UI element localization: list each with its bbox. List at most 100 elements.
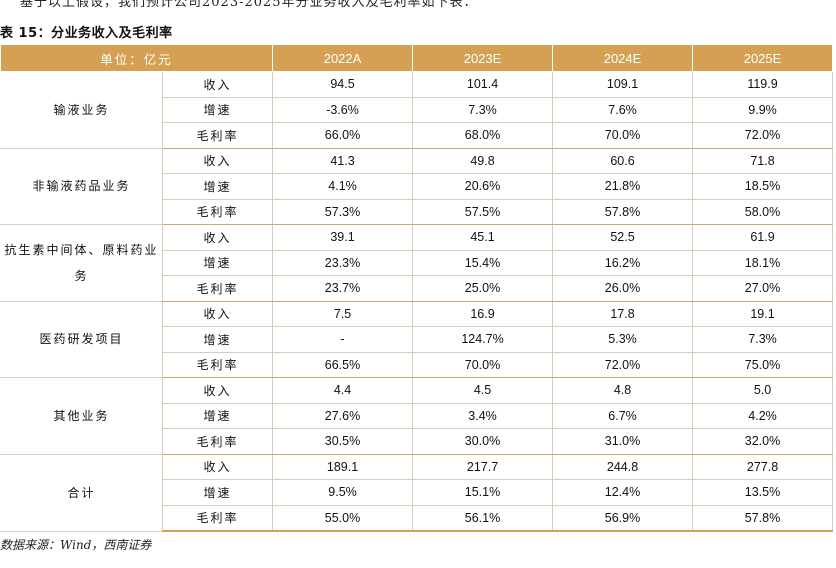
table-row: 合计 收入 189.1 217.7 244.8 277.8 (0, 453, 834, 532)
table-row: 非输液药品业务 收入 41.3 49.8 60.6 71.8 (0, 147, 834, 225)
value-cell: 101.4 (412, 71, 554, 98)
year-header: 2024E (552, 44, 694, 72)
value-cell: 18.1% (692, 249, 834, 276)
metric-label-cell: 增速 (161, 402, 274, 429)
value-cell: 30.5% (272, 428, 414, 455)
value-cell: 15.1% (412, 479, 554, 506)
value-cell: 16.9 (412, 300, 554, 327)
metric-label-cell: 收入 (161, 300, 274, 327)
metric-label-cell: 增速 (161, 173, 274, 200)
value-cell: 5.3% (552, 326, 694, 353)
value-cell: 7.3% (412, 96, 554, 123)
value-cell: 7.6% (552, 96, 694, 123)
data-source-note: 数据来源：Wind，西南证券 (0, 538, 152, 552)
value-cell: 26.0% (552, 275, 694, 302)
value-cell: 15.4% (412, 249, 554, 276)
metric-label-cell: 收入 (161, 453, 274, 480)
table-row: 医药研发项目 收入 7.5 16.9 17.8 19.1 (0, 300, 834, 378)
value-cell: 4.1% (272, 173, 414, 200)
value-cell: 244.8 (552, 453, 694, 480)
value-cell: 66.0% (272, 122, 414, 149)
table-row: 其他业务 收入 4.4 4.5 4.8 5.0 (0, 377, 834, 455)
value-cell: 56.1% (412, 504, 554, 532)
segment-revenue-table: 单位：亿元 2022A 2023E 2024E 2025E 输液业务 收入 94.5… (0, 44, 834, 532)
value-cell: 30.0% (412, 428, 554, 455)
value-cell: 277.8 (692, 453, 834, 480)
value-cell: 58.0% (692, 198, 834, 225)
table-row: 增速 4.1% 20.6% 21.8% 18.5% (1, 173, 834, 200)
segment-name-cell: 抗生素中间体、原料药业务 (0, 224, 163, 302)
value-cell: 9.5% (272, 479, 414, 506)
year-header: 2022A (272, 44, 414, 72)
unit-header: 单位：亿元 (0, 44, 274, 72)
table-row: 毛利率 57.3% 57.5% 57.8% 58.0% (1, 198, 834, 225)
value-cell: 49.8 (412, 147, 554, 174)
metric-label-cell: 收入 (161, 377, 274, 404)
value-cell: 55.0% (272, 504, 414, 532)
preceding-paragraph-fragment: 基于以上假设，我们预计公司2023-2025年分业务收入及毛利率如下表： (20, 0, 478, 10)
segment-name-cell: 医药研发项目 (0, 300, 163, 378)
metric-label-cell: 毛利率 (161, 275, 274, 302)
value-cell: -3.6% (272, 96, 414, 123)
value-cell: 31.0% (552, 428, 694, 455)
table-row: 毛利率 66.0% 68.0% 70.0% 72.0% (1, 122, 834, 149)
metric-label-cell: 增速 (161, 249, 274, 276)
value-cell: 27.0% (692, 275, 834, 302)
value-cell: 4.4 (272, 377, 414, 404)
value-cell: 119.9 (692, 71, 834, 98)
value-cell: 189.1 (272, 453, 414, 480)
value-cell: 4.5 (412, 377, 554, 404)
value-cell: 7.5 (272, 300, 414, 327)
table-row: 增速 9.5% 15.1% 12.4% 13.5% (1, 479, 834, 506)
value-cell: 94.5 (272, 71, 414, 98)
metric-label-cell: 增速 (161, 96, 274, 123)
value-cell: 16.2% (552, 249, 694, 276)
segment-name-cell: 非输液药品业务 (0, 147, 163, 225)
value-cell: 66.5% (272, 351, 414, 378)
value-cell: 70.0% (412, 351, 554, 378)
value-cell: 75.0% (692, 351, 834, 378)
metric-label-cell: 收入 (161, 71, 274, 98)
value-cell: 9.9% (692, 96, 834, 123)
value-cell: 57.8% (552, 198, 694, 225)
table-row: 增速 27.6% 3.4% 6.7% 4.2% (1, 402, 834, 429)
table-row: 毛利率 66.5% 70.0% 72.0% 75.0% (1, 351, 834, 378)
value-cell: 6.7% (552, 402, 694, 429)
value-cell: 27.6% (272, 402, 414, 429)
value-cell: 17.8 (552, 300, 694, 327)
table-row: 增速 -3.6% 7.3% 7.6% 9.9% (1, 96, 834, 123)
metric-label-cell: 毛利率 (161, 122, 274, 149)
metric-label-cell: 毛利率 (161, 351, 274, 378)
value-cell: 39.1 (272, 224, 414, 251)
segment-name-cell: 合计 (0, 453, 163, 532)
segment-name-cell: 输液业务 (0, 71, 163, 149)
value-cell: 12.4% (552, 479, 694, 506)
value-cell: 23.7% (272, 275, 414, 302)
value-cell: 52.5 (552, 224, 694, 251)
year-header: 2025E (692, 44, 834, 72)
value-cell: 5.0 (692, 377, 834, 404)
table-row: 毛利率 55.0% 56.1% 56.9% 57.8% (1, 504, 834, 532)
value-cell: 3.4% (412, 402, 554, 429)
value-cell: 57.3% (272, 198, 414, 225)
value-cell: 19.1 (692, 300, 834, 327)
year-header: 2023E (412, 44, 554, 72)
metric-label-cell: 收入 (161, 224, 274, 251)
value-cell: 61.9 (692, 224, 834, 251)
value-cell: 25.0% (412, 275, 554, 302)
value-cell: 32.0% (692, 428, 834, 455)
value-cell: 109.1 (552, 71, 694, 98)
value-cell: 68.0% (412, 122, 554, 149)
value-cell: 71.8 (692, 147, 834, 174)
segment-name-cell: 其他业务 (0, 377, 163, 455)
value-cell: 57.8% (692, 504, 834, 532)
table-row: 输液业务 收入 94.5 101.4 109.1 119.9 (0, 71, 834, 149)
table-caption: 表 15：分业务收入及毛利率 (0, 26, 173, 41)
value-cell: 72.0% (552, 351, 694, 378)
value-cell: 7.3% (692, 326, 834, 353)
value-cell: 20.6% (412, 173, 554, 200)
metric-label-cell: 毛利率 (161, 198, 274, 225)
metric-label-cell: 毛利率 (161, 428, 274, 455)
metric-label-cell: 收入 (161, 147, 274, 174)
value-cell: 72.0% (692, 122, 834, 149)
